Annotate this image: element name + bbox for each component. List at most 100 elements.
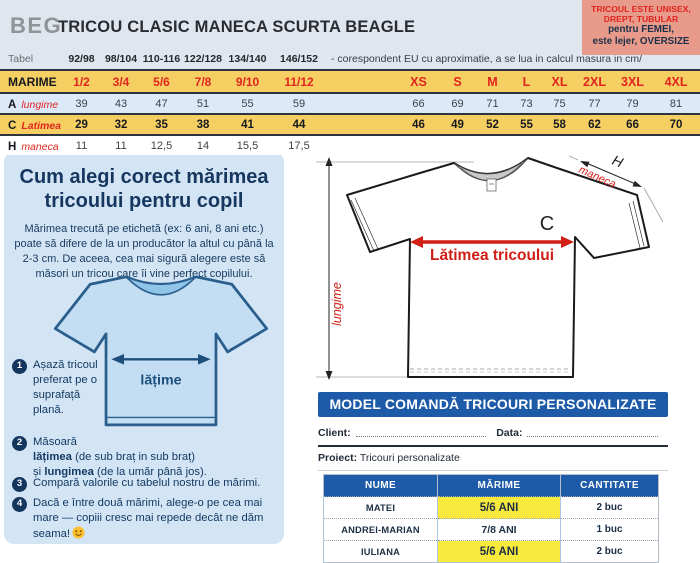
order-table-row: MATEI 5/6 ANI 2 buc [323, 496, 659, 519]
sleeve-dimension-line [583, 161, 639, 186]
guide-panel: Cum alegi corect mărimea tricoului pentr… [4, 152, 284, 544]
step-item: 4 Dacă e între două mărimi, alege-o pe ce… [12, 496, 280, 542]
step-text-segment: lățimea [33, 450, 72, 463]
eu-range-cell: 110-116 [142, 52, 181, 65]
measure-name: lungime [21, 98, 59, 111]
adult-value-cell [440, 134, 475, 155]
order-form: MODEL COMANDĂ TRICOURI PERSONALIZATE Cli… [318, 392, 668, 563]
order-form-subline [318, 470, 668, 471]
page-title: TRICOU CLASIC MANECA SCURTA BEAGLE [58, 18, 416, 36]
smiley-emoji-icon [72, 526, 85, 539]
order-qty-cell: 2 buc [560, 496, 659, 519]
tshirt-outline [346, 157, 650, 378]
child-value-cell: 32 [101, 113, 141, 135]
spacer-cell [327, 113, 397, 135]
tshirt-collar [453, 157, 529, 182]
adult-value-cell [475, 134, 510, 155]
adult-size-cell: L [510, 69, 543, 93]
length-arrow-top-head [325, 157, 333, 166]
latime-label: lățime [140, 373, 181, 389]
order-table-header-row: NUME MĂRIME CANTITATE [323, 474, 659, 497]
adult-value-cell [576, 134, 613, 155]
adult-size-cell: M [475, 69, 510, 93]
width-arrow-left-head [111, 354, 124, 365]
child-value-cell: 15,5 [224, 134, 271, 155]
eu-range-cell: 134/140 [228, 52, 267, 65]
adult-value-cell: 62 [576, 113, 613, 135]
step-text: Dacă e între două mărimi, alege-o pe cea… [33, 496, 280, 542]
width-letter-label: C [540, 213, 554, 235]
order-size-cell: 7/8 ANI [437, 518, 561, 541]
marime-label: MARIME [0, 69, 62, 93]
adult-value-cell: 66 [397, 92, 440, 114]
child-value-cell: 12,5 [141, 134, 182, 155]
order-size-cell: 5/6 ANI [437, 496, 561, 519]
adult-value-cell: 55 [510, 113, 543, 135]
badge-red-line-2: DREPT, TUBULAR [603, 14, 679, 25]
width-arrow-right-head [198, 354, 211, 365]
order-qty-cell: 2 buc [560, 540, 659, 563]
adult-value-cell: 70 [652, 113, 700, 135]
unisex-badge: TRICOUL ESTE UNISEX, DREPT, TUBULAR pent… [582, 0, 700, 55]
order-form-title-bar: MODEL COMANDĂ TRICOURI PERSONALIZATE [318, 392, 668, 417]
child-size-cell: 11/12 [271, 69, 327, 93]
child-value-cell: 51 [182, 92, 224, 114]
adult-value-cell: 73 [510, 92, 543, 114]
child-value-cell: 35 [141, 113, 182, 135]
child-size-cell: 9/10 [224, 69, 271, 93]
adult-value-cell [543, 134, 576, 155]
adult-value-cell: 81 [652, 92, 700, 114]
step-text-segment: Așază tricoul preferat pe o suprafață pl… [33, 359, 98, 416]
adult-value-cell [613, 134, 652, 155]
size-table-eu-row: Tabel 92/98 98/104 110-116 122/128 134/140 146… [0, 48, 700, 70]
child-value-cell: 47 [141, 92, 182, 114]
size-table: Tabel 92/98 98/104 110-116 122/128 134/140 146… [0, 48, 700, 155]
measure-letter: H [8, 140, 17, 153]
step-text-segment: (de sub braț in sub braț) [71, 450, 196, 463]
size-table-grid: Tabel 92/98 98/104 110-116 122/128 134/140 146… [0, 48, 700, 155]
adult-value-cell: 52 [475, 113, 510, 135]
adult-value-cell [397, 134, 440, 155]
client-label: Client: [318, 427, 351, 439]
size-table-marime-row: MARIME 1/2 3/4 5/6 7/8 9/10 11/12 XS S M L XL 2XL 3XL… [0, 69, 700, 93]
length-arrow-bottom-head [325, 371, 333, 380]
adult-value-cell: 71 [475, 92, 510, 114]
eu-range-cell: 92/98 [68, 52, 95, 65]
adult-size-cell: 4XL [652, 69, 700, 93]
measure-letter: A [8, 98, 17, 111]
data-dotted-line [527, 426, 658, 437]
right-cuff-stitch-2 [628, 202, 641, 249]
child-value-cell: 11 [101, 134, 141, 155]
left-cuff-stitch-1 [350, 199, 375, 252]
width-arrow-right-head [561, 236, 574, 248]
step-text-segment: lungimea [44, 465, 94, 478]
step-number: 2 [12, 436, 27, 451]
order-name-cell: ANDREI-MARIAN [323, 518, 438, 541]
data-label: Data: [496, 427, 523, 439]
tshirt-measure-diagram: lungime C Lătimea tricoului H maneca [316, 152, 664, 380]
collar-tag [486, 178, 497, 192]
order-table-wrap: NUME MĂRIME CANTITATE MATEI 5/6 ANI 2 buc ANDR… [318, 474, 668, 563]
step-text-segment: și [33, 465, 45, 478]
child-value-cell: 41 [224, 113, 271, 135]
measure-letter: C [8, 119, 17, 132]
child-value-cell: 43 [101, 92, 141, 114]
right-cuff-stitch-1 [632, 200, 645, 247]
client-dotted-line [355, 426, 487, 437]
child-value-cell: 38 [182, 113, 224, 135]
tabel-label: Tabel [8, 52, 34, 65]
kid-tee-right-cuff [229, 333, 260, 351]
step-text: Așază tricoul preferat pe o suprafață pl… [33, 358, 98, 418]
kid-tee-left-cuff [62, 333, 93, 351]
adult-value-cell: 75 [543, 92, 576, 114]
width-arrow-left-head [410, 236, 423, 248]
eu-range-cell: 146/152 [280, 52, 318, 65]
order-form-divider [318, 445, 668, 447]
sleeve-arrow-left-head [580, 161, 590, 168]
proiect-row: Proiect: Tricouri personalizate [318, 452, 668, 464]
child-value-cell: 14 [182, 134, 224, 155]
width-text-label: Lătimea tricoului [430, 247, 554, 264]
child-size-cell: 3/4 [101, 69, 141, 93]
